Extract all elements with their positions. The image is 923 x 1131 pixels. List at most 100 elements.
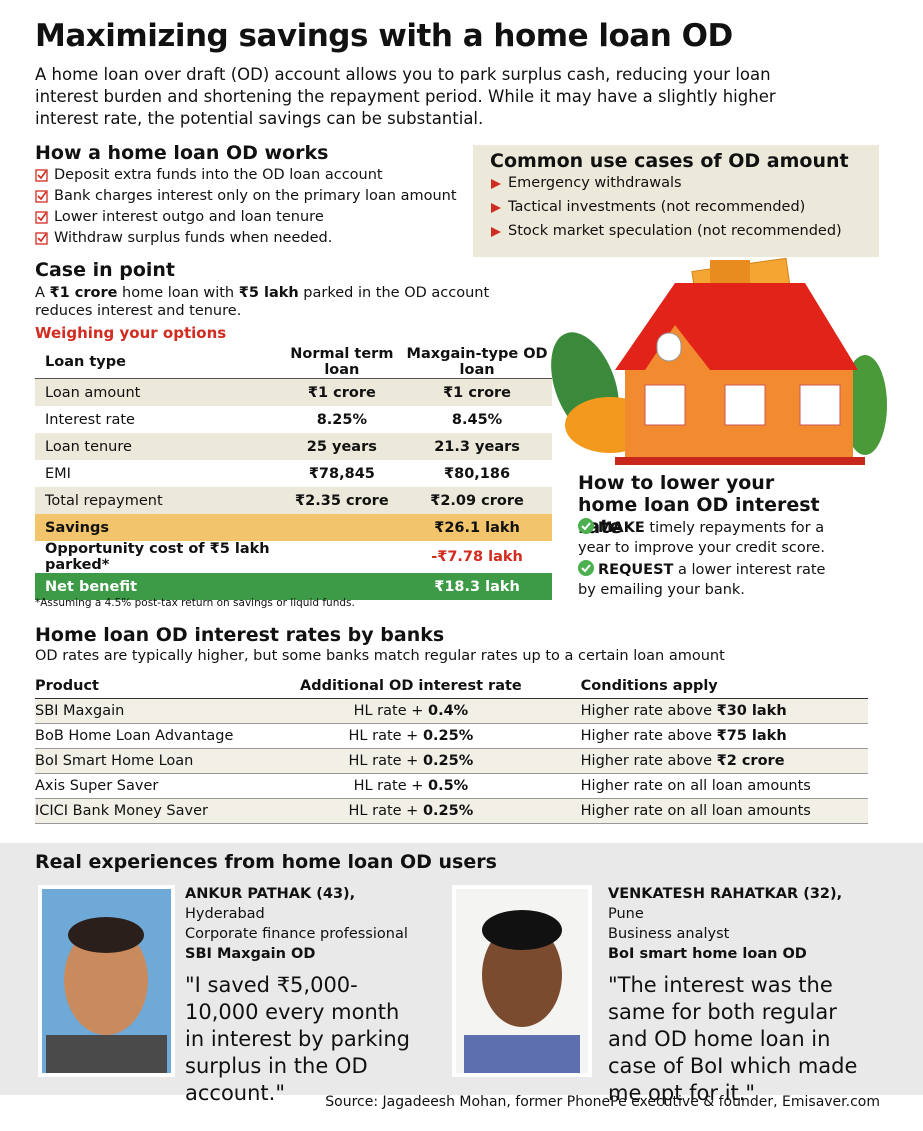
cell: Net benefit bbox=[35, 573, 282, 600]
intro: A home loan over draft (OD) account allo… bbox=[35, 65, 776, 128]
item-text: Withdraw surplus funds when needed. bbox=[54, 230, 333, 246]
cell: 8.25% bbox=[316, 411, 367, 428]
item-text: Deposit extra funds into the OD loan acc… bbox=[54, 167, 383, 183]
cell: HL rate + 0.25% bbox=[276, 798, 546, 824]
icon bbox=[490, 178, 502, 190]
subheading: Weighing your options bbox=[35, 324, 227, 342]
row: Axis Super Saver HL rate + 0.5% Higher rat… bbox=[35, 773, 868, 799]
text-segment: HL rate + bbox=[353, 778, 428, 794]
cell: ₹1 crore bbox=[402, 378, 552, 406]
section-heading: Real experiences from home loan OD users bbox=[35, 851, 497, 873]
cell: BoB Home Loan Advantage bbox=[35, 723, 277, 749]
text-segment: Higher rate on all loan amounts bbox=[580, 803, 811, 819]
row: BoI Smart Home Loan HL rate + 0.25% Higher… bbox=[35, 748, 868, 774]
cell: Total repayment bbox=[35, 487, 282, 514]
cell: ₹1 crore bbox=[281, 378, 403, 406]
cell bbox=[281, 573, 403, 600]
item-text: Tactical investments (not recommended) bbox=[508, 199, 806, 215]
list-item: Lower interest outgo and loan tenure bbox=[35, 207, 457, 228]
row: Loan tenure 25 years 21.3 years bbox=[35, 433, 552, 460]
text-segment: home loan with bbox=[117, 285, 239, 301]
text-segment: parked in the OD account reduces interes… bbox=[35, 285, 490, 319]
case-text: A ₹1 crore home loan with ₹5 lakh parked… bbox=[35, 284, 535, 320]
list-item: Withdraw surplus funds when needed. bbox=[35, 228, 457, 249]
header-cell: Conditions apply bbox=[545, 674, 868, 699]
text-segment: Higher rate on all loan amounts bbox=[580, 778, 811, 794]
header-cell: Product bbox=[35, 674, 277, 699]
banks-table: Product Additional OD interest rate Condit… bbox=[35, 674, 868, 824]
text-segment: ₹2 crore bbox=[716, 753, 785, 769]
cell: Savings bbox=[35, 514, 282, 541]
cell: Loan tenure bbox=[35, 433, 282, 460]
quote: "The interest was the same for both regu… bbox=[608, 973, 858, 1105]
cell bbox=[281, 514, 403, 541]
cell: 21.3 years bbox=[402, 433, 552, 460]
list: Deposit extra funds into the OD loan acc… bbox=[35, 165, 457, 249]
text-segment: timely repayments for a year to improve … bbox=[578, 520, 825, 556]
plan: SBI Maxgain OD bbox=[185, 946, 316, 962]
text-segment: a lower interest rate by emailing your b… bbox=[578, 562, 826, 598]
list-item: Stock market speculation (not recommende… bbox=[490, 221, 842, 242]
text-segment: 0.25% bbox=[422, 753, 474, 769]
text-segment: Higher rate above bbox=[580, 753, 717, 769]
row: Interest rate 8.25% 8.45% bbox=[35, 406, 552, 433]
cell: Interest rate bbox=[45, 411, 135, 428]
cell: Higher rate above ₹75 lakh bbox=[545, 723, 868, 749]
cell: BoI Smart Home Loan bbox=[35, 748, 277, 774]
profession: Corporate finance professional bbox=[185, 926, 408, 942]
cell: ₹2.35 crore bbox=[281, 487, 403, 514]
item-text: Stock market speculation (not recommende… bbox=[508, 223, 842, 239]
name: ANKUR PATHAK (43), bbox=[185, 886, 356, 902]
row: BoB Home Loan Advantage HL rate + 0.25% Hi… bbox=[35, 723, 868, 749]
row: EMI ₹78,845 ₹80,186 bbox=[35, 460, 552, 487]
cell: ₹2.09 crore bbox=[402, 487, 552, 514]
subtitle: OD rates are typically higher, but some … bbox=[35, 648, 725, 664]
person: VENKATESH RAHATKAR (32), Pune Business ana… bbox=[608, 884, 873, 1107]
cell: HL rate + 0.25% bbox=[276, 748, 546, 774]
cell: ₹78,845 bbox=[308, 465, 375, 482]
cell: Axis Super Saver bbox=[35, 773, 277, 799]
item-text: Lower interest outgo and loan tenure bbox=[54, 209, 324, 225]
row: Total repayment ₹2.35 crore ₹2.09 crore bbox=[35, 487, 552, 514]
profession: Business analyst bbox=[608, 926, 730, 942]
text-segment: Higher rate above bbox=[580, 703, 717, 719]
cell: Higher rate on all loan amounts bbox=[545, 773, 868, 799]
use-cases-box bbox=[473, 145, 879, 257]
text-segment: HL rate + bbox=[348, 803, 423, 819]
text-segment: ₹5 lakh bbox=[238, 285, 299, 301]
comparison-table: Loan type Normal term loan Maxgain-type OD… bbox=[35, 346, 552, 600]
header-cell: Loan type bbox=[35, 346, 282, 379]
icon bbox=[35, 211, 48, 224]
photo bbox=[38, 885, 175, 1077]
plan: BoI smart home loan OD bbox=[608, 946, 807, 962]
icon bbox=[490, 226, 502, 238]
row: Net benefit ₹18.3 lakh bbox=[35, 573, 552, 600]
icon bbox=[578, 518, 594, 536]
cell: HL rate + 0.4% bbox=[276, 698, 546, 724]
text-segment: HL rate + bbox=[348, 728, 423, 744]
text-segment: ₹30 lakh bbox=[716, 703, 787, 719]
text-segment: 0.25% bbox=[422, 803, 474, 819]
text-segment: A bbox=[35, 285, 50, 301]
row: ICICI Bank Money Saver HL rate + 0.25% Hig… bbox=[35, 798, 868, 824]
row: Savings ₹26.1 lakh bbox=[35, 514, 552, 541]
text-segment: MAKE bbox=[598, 520, 645, 536]
cell: SBI Maxgain bbox=[35, 698, 277, 724]
text-segment: 0.5% bbox=[428, 778, 469, 794]
cell: 25 years bbox=[281, 433, 403, 460]
text-segment: HL rate + bbox=[353, 703, 428, 719]
header-cell: Normal term loan bbox=[281, 346, 403, 379]
tip: REQUEST a lower interest rate by emailin… bbox=[578, 560, 843, 600]
house-illustration bbox=[551, 257, 887, 465]
city: Pune bbox=[608, 906, 644, 922]
tips: MAKE timely repayments for a year to imp… bbox=[578, 518, 843, 602]
cell: ₹18.3 lakh bbox=[402, 573, 552, 600]
text-segment: 0.4% bbox=[428, 703, 469, 719]
icon bbox=[35, 169, 48, 182]
text-segment: Higher rate above bbox=[580, 728, 717, 744]
icon bbox=[35, 232, 48, 245]
cell: ₹80,186 bbox=[444, 465, 511, 482]
cell: 8.45% bbox=[451, 411, 503, 428]
row: Loan amount ₹1 crore ₹1 crore bbox=[35, 378, 552, 406]
